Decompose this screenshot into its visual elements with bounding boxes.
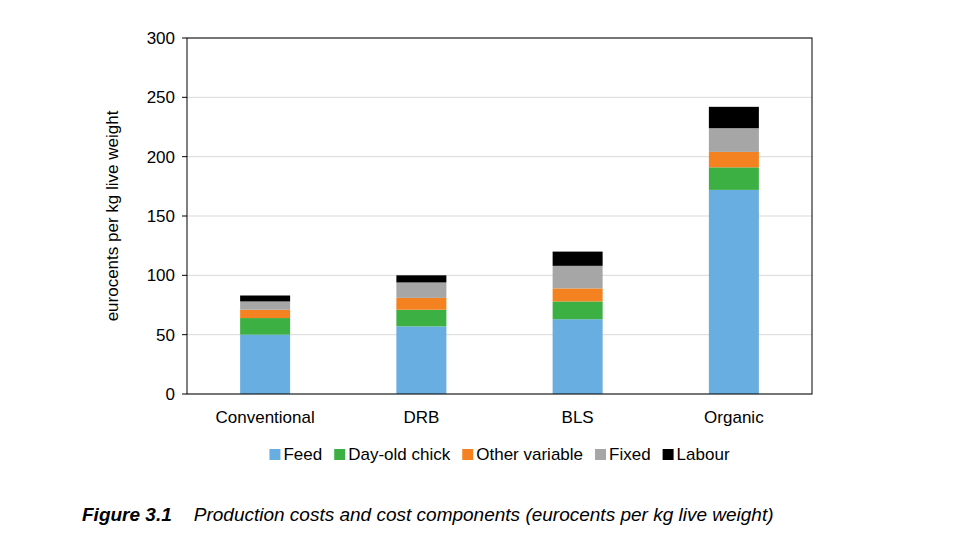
bar-segment [396,310,446,327]
bar-segment [553,319,603,394]
bar-segment [240,296,290,302]
tick-mark [182,97,187,98]
legend-swatch [334,449,345,460]
tick-label: 0 [166,385,175,404]
bars [240,107,759,394]
bar-segment [709,128,759,152]
bar-segment [396,282,446,297]
axis-label: eurocents per kg live weight [103,110,122,321]
category-label: Organic [704,408,764,427]
tick-mark [182,216,187,217]
legend-label: Other variable [476,445,583,464]
tick-mark [182,334,187,335]
legend-label: Day-old chick [348,445,451,464]
bar-segment [240,318,290,335]
figure-label: Figure 3.1 [82,504,172,525]
tick-mark [182,275,187,276]
bar-segment [396,298,446,310]
bar-segment [553,266,603,289]
legend-swatch [269,449,280,460]
legend-label: Feed [283,445,322,464]
tick-label: 50 [156,326,175,345]
tick-label: 200 [147,148,175,167]
tick-mark [182,394,187,395]
legend-swatch [663,449,674,460]
legend: Feed Day-old chick Other variable Fixed Labo… [269,445,729,464]
grid-line [187,97,812,98]
bar-segment [553,288,603,301]
plot-frame [187,38,812,394]
bar-segment [396,326,446,394]
category-label: DRB [403,408,439,427]
chart: 0 50 100 150 200 250 300 Conventional DRB BLS Orga… [0,0,960,540]
tick-label: 100 [147,266,175,285]
bar-segment [240,335,290,394]
bar-segment [240,301,290,309]
bar-segment [396,275,446,282]
bar-segment [709,190,759,394]
bar-segment [240,310,290,318]
caption: Figure 3.1 Production costs and cost comp… [82,504,774,525]
tick-label: 300 [147,29,175,48]
background [0,0,960,540]
bar-segment [709,107,759,128]
category-label: Conventional [216,408,315,427]
bar-segment [553,301,603,319]
bar-segment [709,152,759,167]
tick-label: 250 [147,88,175,107]
bar-segment [709,167,759,190]
title: Production costs and cost components (eu… [194,504,774,525]
legend-swatch [595,449,606,460]
tick-mark [182,156,187,157]
legend-label: Labour [677,445,730,464]
bar-segment [553,252,603,266]
tick-mark [182,38,187,39]
category-label: BLS [562,408,594,427]
legend-label: Fixed [609,445,651,464]
legend-swatch [462,449,473,460]
tick-label: 150 [147,207,175,226]
